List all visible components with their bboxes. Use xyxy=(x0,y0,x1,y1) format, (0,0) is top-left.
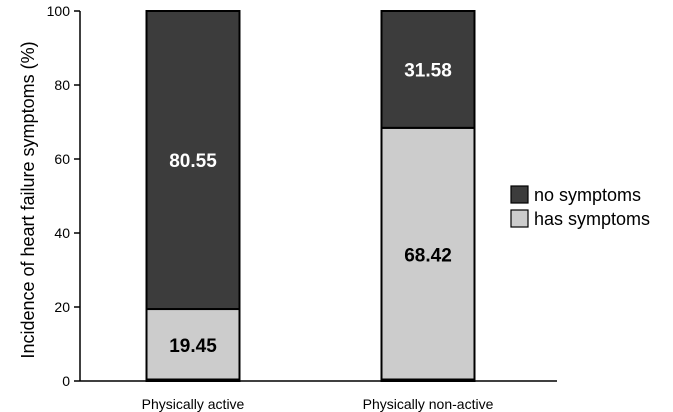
legend-label-no-symptoms: no symptoms xyxy=(534,185,641,205)
bar-segment-no-symptoms-1 xyxy=(145,10,241,311)
y-tick-label-80: 80 xyxy=(54,77,70,93)
legend-swatch-has-symptoms xyxy=(510,209,529,228)
x-tick-label-1: Physically active xyxy=(142,396,245,412)
legend-swatch-no-symptoms xyxy=(510,185,529,204)
data-label-no-symptoms-1: 80.55 xyxy=(169,151,217,172)
y-axis-title: Incidence of heart failure symptoms (%) xyxy=(18,41,38,358)
data-label-no-symptoms-2: 31.58 xyxy=(404,60,452,81)
legend-label-has-symptoms: has symptoms xyxy=(534,209,650,229)
y-tick-label-100: 100 xyxy=(47,3,71,19)
data-label-has-symptoms-1: 19.45 xyxy=(169,336,217,357)
y-tick-label-0: 0 xyxy=(62,373,70,389)
plot-area: 19.45 80.55 Physically active 68.42 31.58 Phy… xyxy=(47,3,650,412)
y-tick-label-40: 40 xyxy=(54,225,70,241)
data-label-has-symptoms-2: 68.42 xyxy=(404,245,452,266)
y-tick-label-20: 20 xyxy=(54,299,70,315)
bar-segment-no-symptoms-2 xyxy=(380,10,476,129)
y-tick-label-60: 60 xyxy=(54,151,70,167)
bar-segment-has-symptoms-1 xyxy=(145,308,241,382)
x-tick-label-2: Physically non-active xyxy=(363,396,494,412)
